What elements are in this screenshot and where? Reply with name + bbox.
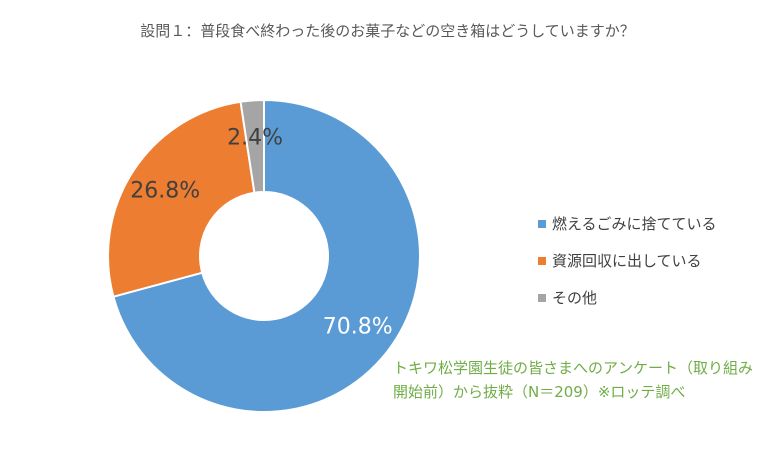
legend: 燃えるごみに捨てている 資源回収に出している その他	[538, 205, 717, 316]
legend-item-burnable: 燃えるごみに捨てている	[538, 205, 717, 242]
slice-2	[239, 98, 265, 194]
legend-swatch	[538, 256, 546, 265]
legend-swatch	[538, 293, 546, 302]
slice-1	[107, 100, 256, 298]
chart-title: 設問１：普段食べ終わった後のお菓子などの空き箱はどうしていますか？	[140, 22, 635, 40]
data-label-1: 26.8%	[130, 179, 200, 204]
data-labels: 70.8% 26.8% 2.4%	[130, 125, 392, 339]
legend-label: その他	[552, 289, 598, 307]
legend-swatch	[538, 219, 546, 228]
source-note: トキワ松学園生徒の皆さまへのアンケート（取り組み開始前）から抜粋（N＝209）※…	[393, 359, 754, 401]
legend-item-other: その他	[538, 279, 717, 316]
slice-0	[112, 98, 421, 413]
data-label-2: 2.4%	[227, 125, 283, 150]
data-label-0: 70.8%	[323, 315, 393, 340]
donut-slices	[107, 98, 421, 413]
legend-label: 燃えるごみに捨てている	[552, 215, 717, 233]
legend-item-recycling: 資源回収に出している	[538, 242, 717, 279]
legend-label: 資源回収に出している	[552, 252, 702, 270]
